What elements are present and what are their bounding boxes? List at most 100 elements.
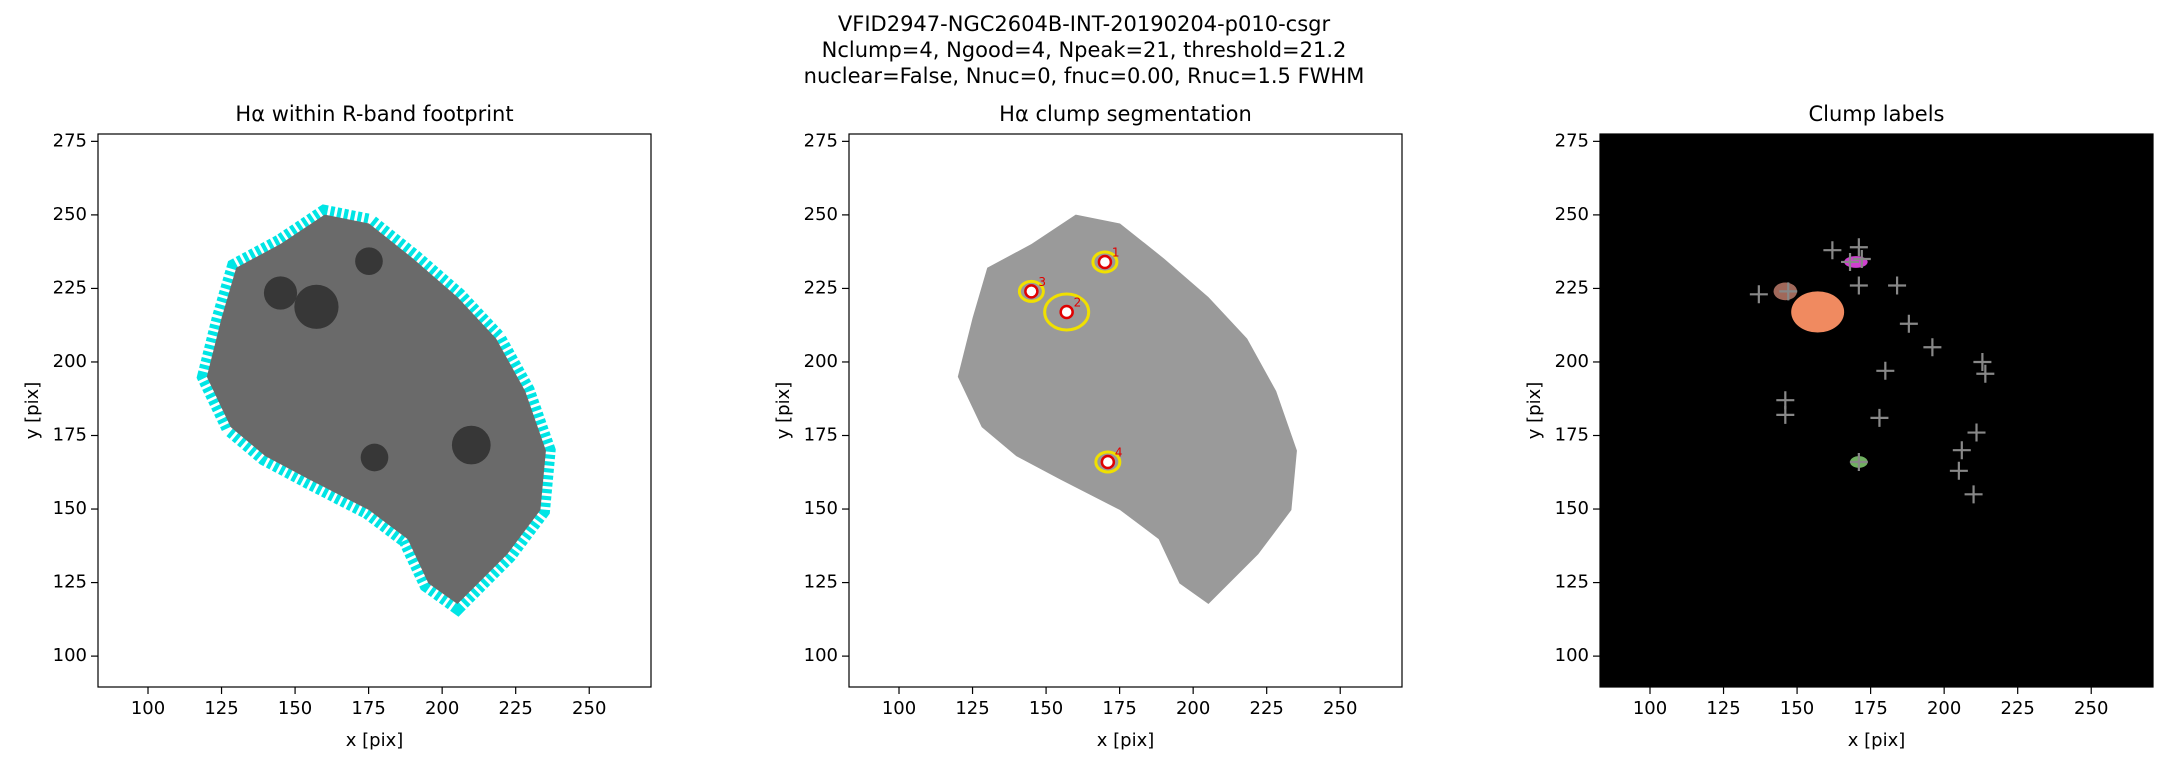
y-tick-label: 150 — [804, 498, 838, 519]
image — [207, 215, 546, 604]
dark-spot — [263, 276, 298, 310]
y-tick-label: 225 — [53, 277, 87, 298]
y-tick-label: 200 — [1555, 351, 1589, 372]
y-axis-label: y [pix] — [773, 382, 794, 440]
x-tick-label: 100 — [882, 698, 916, 719]
clump-label: 3 — [1038, 275, 1046, 289]
y-tick-label: 250 — [804, 204, 838, 225]
axes-title: Hα clump segmentation — [999, 102, 1252, 126]
clump-region — [1791, 291, 1845, 333]
y-tick-label: 150 — [1555, 498, 1589, 519]
x-tick-label: 175 — [351, 698, 385, 719]
y-axis-label: y [pix] — [22, 382, 43, 440]
clump-label: 4 — [1115, 445, 1123, 459]
peak-marker — [1852, 250, 1871, 269]
y-tick-label: 250 — [1555, 204, 1589, 225]
x-tick-label: 150 — [1780, 698, 1814, 719]
y-tick-label: 225 — [804, 277, 838, 298]
peak-marker — [1823, 241, 1842, 260]
y-tick-label: 250 — [53, 204, 87, 225]
x-tick-label: 175 — [1102, 698, 1136, 719]
y-tick-label: 275 — [1555, 130, 1589, 151]
suptitle: nuclear=False, Nnuc=0, fnuc=0.00, Rnuc=1… — [804, 64, 1365, 88]
peak-marker — [1749, 285, 1768, 304]
clump-marker — [1024, 284, 1039, 299]
clump-contour — [1091, 250, 1119, 274]
clump-marker — [1059, 304, 1074, 320]
dark-spot — [360, 443, 389, 472]
y-axis-label: y [pix] — [1524, 382, 1545, 440]
y-tick-label: 200 — [53, 351, 87, 372]
peak-marker — [1776, 405, 1795, 424]
clump-contour — [1043, 292, 1091, 332]
x-tick-label: 150 — [1029, 698, 1063, 719]
y-tick-label: 125 — [53, 572, 87, 593]
y-tick-label: 150 — [53, 498, 87, 519]
peak-marker — [1779, 282, 1798, 301]
y-tick-label: 100 — [1555, 645, 1589, 666]
x-tick-label: 225 — [499, 698, 533, 719]
x-tick-label: 175 — [1853, 698, 1887, 719]
x-tick-label: 250 — [2074, 698, 2108, 719]
peak-marker — [1952, 441, 1971, 460]
axes-title: Hα within R-band footprint — [235, 102, 513, 126]
dark-spot — [451, 425, 491, 465]
x-axis-label: x [pix] — [1848, 730, 1906, 751]
y-tick-label: 225 — [1555, 277, 1589, 298]
x-tick-label: 150 — [278, 698, 312, 719]
x-tick-label: 200 — [1176, 698, 1210, 719]
peak-marker — [1923, 338, 1942, 357]
x-tick-label: 250 — [1323, 698, 1357, 719]
x-axis-label: x [pix] — [346, 730, 404, 751]
x-tick-label: 200 — [425, 698, 459, 719]
axes-frame — [1599, 133, 2154, 688]
y-tick-label: 125 — [1555, 572, 1589, 593]
axes-background — [1600, 134, 2153, 687]
peak-marker — [1870, 408, 1889, 427]
peak-marker — [1973, 352, 1992, 371]
x-tick-label: 200 — [1927, 698, 1961, 719]
x-tick-label: 125 — [204, 698, 238, 719]
y-tick-label: 175 — [804, 425, 838, 446]
peak-marker — [1876, 361, 1895, 380]
dark-spot — [294, 284, 339, 329]
x-tick-label: 225 — [2001, 698, 2035, 719]
peak-marker — [1899, 314, 1918, 333]
axes-frame — [848, 133, 1403, 688]
peak-marker — [1888, 276, 1907, 295]
y-tick-label: 175 — [1555, 425, 1589, 446]
y-tick-label: 200 — [804, 351, 838, 372]
clump-contour — [1094, 450, 1122, 474]
x-tick-label: 100 — [1633, 698, 1667, 719]
x-tick-label: 250 — [572, 698, 606, 719]
clump-marker — [1100, 454, 1116, 470]
clump-label: 1 — [1112, 245, 1120, 259]
x-axis-label: x [pix] — [1097, 730, 1155, 751]
peak-marker — [1949, 461, 1968, 480]
clump-label: 2 — [1074, 295, 1082, 309]
y-tick-label: 100 — [53, 645, 87, 666]
peak-marker — [1964, 485, 1983, 504]
y-tick-label: 175 — [53, 425, 87, 446]
dark-spot — [355, 247, 383, 276]
clump-marker — [1097, 254, 1113, 270]
peak-marker — [1976, 364, 1995, 383]
y-tick-label: 275 — [804, 130, 838, 151]
y-tick-label: 125 — [804, 572, 838, 593]
y-tick-label: 100 — [804, 645, 838, 666]
x-tick-label: 125 — [1706, 698, 1740, 719]
peak-marker — [1849, 238, 1868, 257]
peak-marker — [1849, 276, 1868, 295]
peak-marker — [1967, 423, 1986, 442]
x-tick-label: 125 — [955, 698, 989, 719]
peak-marker — [1841, 252, 1860, 271]
x-tick-label: 225 — [1250, 698, 1284, 719]
axes-frame — [97, 133, 652, 688]
x-tick-label: 100 — [131, 698, 165, 719]
peak-marker — [1849, 452, 1868, 471]
suptitle: VFID2947-NGC2604B-INT-20190204-p010-csgr — [838, 12, 1331, 36]
y-tick-label: 275 — [53, 130, 87, 151]
clump-contour — [1017, 279, 1045, 303]
